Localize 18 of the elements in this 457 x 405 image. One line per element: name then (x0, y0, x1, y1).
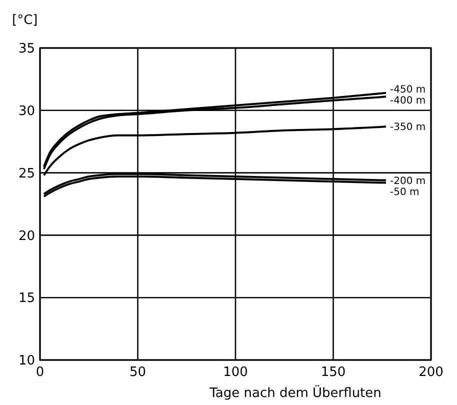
x-axis-title: Tage nach dem Überfluten (208, 385, 382, 401)
x-tick-label: 50 (129, 365, 146, 380)
y-axis-title: [°C] (12, 13, 38, 28)
x-tick-label: 150 (320, 365, 346, 380)
series-label: -450 m (390, 84, 426, 96)
y-tick-label: 20 (18, 228, 35, 244)
series-label: -50 m (390, 186, 420, 198)
series-label: -400 m (390, 95, 426, 106)
series-label: -200 m (390, 176, 426, 187)
y-tick-label: 35 (18, 42, 35, 57)
x-tick-label: 0 (36, 365, 44, 380)
x-tick-label: 200 (418, 365, 444, 380)
y-tick-label: 10 (18, 354, 35, 369)
x-tick-label: 100 (223, 365, 248, 380)
y-tick-label: 15 (18, 291, 35, 306)
y-tick-label: 25 (18, 166, 35, 182)
series-label: -350 m (390, 122, 426, 134)
y-tick-label: 30 (18, 104, 35, 119)
